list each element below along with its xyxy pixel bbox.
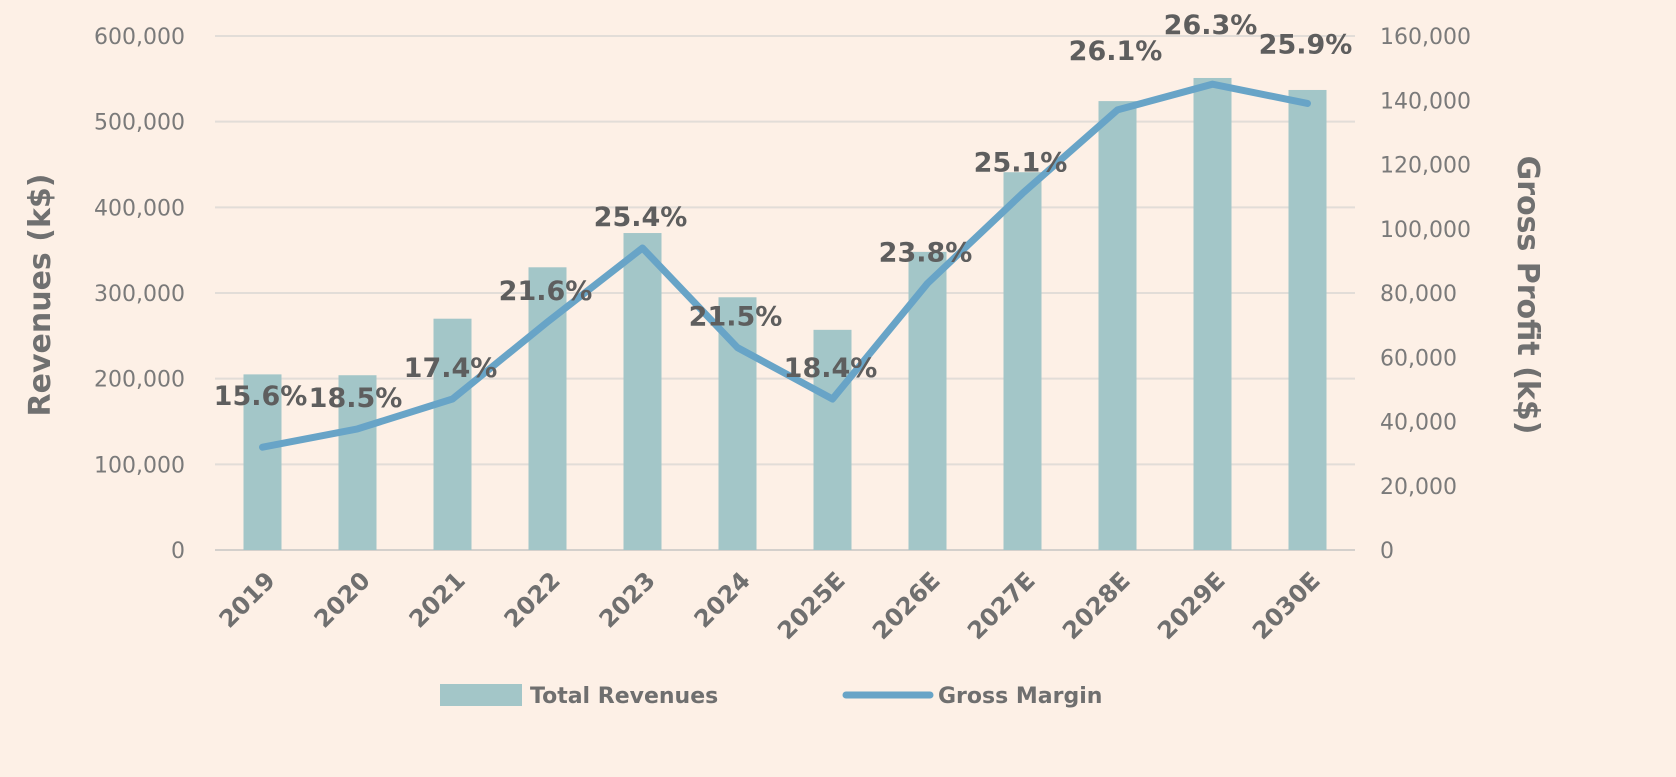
x-tick-label: 2027E (962, 566, 1041, 645)
y2-tick-label: 0 (1380, 539, 1394, 564)
gridlines (215, 36, 1355, 550)
data-label-2029E: 26.3% (1164, 10, 1258, 41)
x-tick-label: 2028E (1057, 566, 1136, 645)
y-tick-label: 600,000 (94, 25, 185, 50)
legend-label-margin: Gross Margin (938, 684, 1102, 709)
y2-tick-label: 100,000 (1380, 218, 1471, 243)
data-label-2019: 15.6% (214, 381, 308, 412)
gross-margin-line (262, 84, 1307, 447)
x-tick-label: 2023 (594, 566, 661, 633)
y2-tick-label: 120,000 (1380, 154, 1471, 179)
x-tick-label: 2030E (1247, 566, 1326, 645)
x-tick-label: 2019 (214, 566, 281, 633)
y2-tick-label: 60,000 (1380, 346, 1457, 371)
x-tick-label: 2029E (1152, 566, 1231, 645)
bar-2027E (1004, 172, 1042, 550)
x-tick-label: 2025E (772, 566, 851, 645)
y-tick-label: 500,000 (94, 111, 185, 136)
data-label-2027E: 25.1% (974, 147, 1068, 178)
right-axis-ticks: 0 20,000 40,000 60,000 80,000 100,000 120,000 1… (1380, 25, 1471, 564)
data-label-2030E: 25.9% (1259, 29, 1353, 60)
x-tick-label: 2022 (499, 566, 566, 633)
y2-tick-label: 140,000 (1380, 89, 1471, 114)
legend: Total Revenues Gross Margin (440, 684, 1102, 709)
data-label-2022: 21.6% (499, 276, 593, 307)
y-tick-label: 0 (171, 539, 185, 564)
legend-label-revenues: Total Revenues (530, 684, 718, 709)
y-tick-label: 100,000 (94, 453, 185, 478)
bar-2029E (1194, 78, 1232, 550)
x-tick-label: 2026E (867, 566, 946, 645)
bar-2030E (1289, 90, 1327, 550)
bar-2028E (1099, 101, 1137, 550)
y2-tick-label: 80,000 (1380, 282, 1457, 307)
y-tick-label: 200,000 (94, 368, 185, 393)
y-tick-label: 300,000 (94, 282, 185, 307)
revenue-bars (244, 78, 1327, 550)
data-label-2025E: 18.4% (784, 353, 878, 384)
data-labels: 15.6%18.5%17.4% 21.6% 25.4% 21.5%18.4% 23.8%… (214, 10, 1353, 414)
data-label-2020: 18.5% (309, 383, 403, 414)
data-label-2026E: 23.8% (879, 237, 973, 268)
data-label-2021: 17.4% (404, 353, 498, 384)
right-axis-title: Gross Profit (k$) (1510, 156, 1545, 435)
y2-tick-label: 160,000 (1380, 25, 1471, 50)
x-tick-label: 2021 (404, 566, 471, 633)
bar-2023 (624, 233, 662, 550)
data-label-2023: 25.4% (594, 202, 688, 233)
x-tick-label: 2024 (689, 566, 756, 633)
legend-swatch-revenues (440, 684, 522, 706)
data-label-2024: 21.5% (689, 302, 783, 333)
y-tick-label: 400,000 (94, 196, 185, 221)
y2-tick-label: 20,000 (1380, 475, 1457, 500)
gross-margin-polyline (263, 84, 1308, 447)
x-tick-label: 2020 (309, 566, 376, 633)
y2-tick-label: 40,000 (1380, 411, 1457, 436)
left-axis-ticks: 0 100,000 200,000 300,000 400,000 500,000 600,… (94, 25, 185, 564)
left-axis-title: Revenues (k$) (23, 174, 58, 417)
data-label-2028E: 26.1% (1069, 36, 1163, 67)
